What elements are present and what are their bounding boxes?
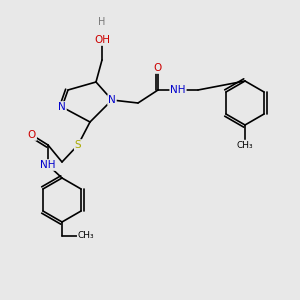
Text: H: H [98,17,106,27]
Text: CH₃: CH₃ [78,232,94,241]
Text: NH: NH [170,85,186,95]
Text: S: S [75,140,81,150]
Text: O: O [154,63,162,73]
Text: N: N [58,102,66,112]
Text: N: N [108,95,116,105]
Text: NH: NH [40,160,56,170]
Text: OH: OH [94,35,110,45]
Text: O: O [28,130,36,140]
Text: CH₃: CH₃ [237,140,253,149]
